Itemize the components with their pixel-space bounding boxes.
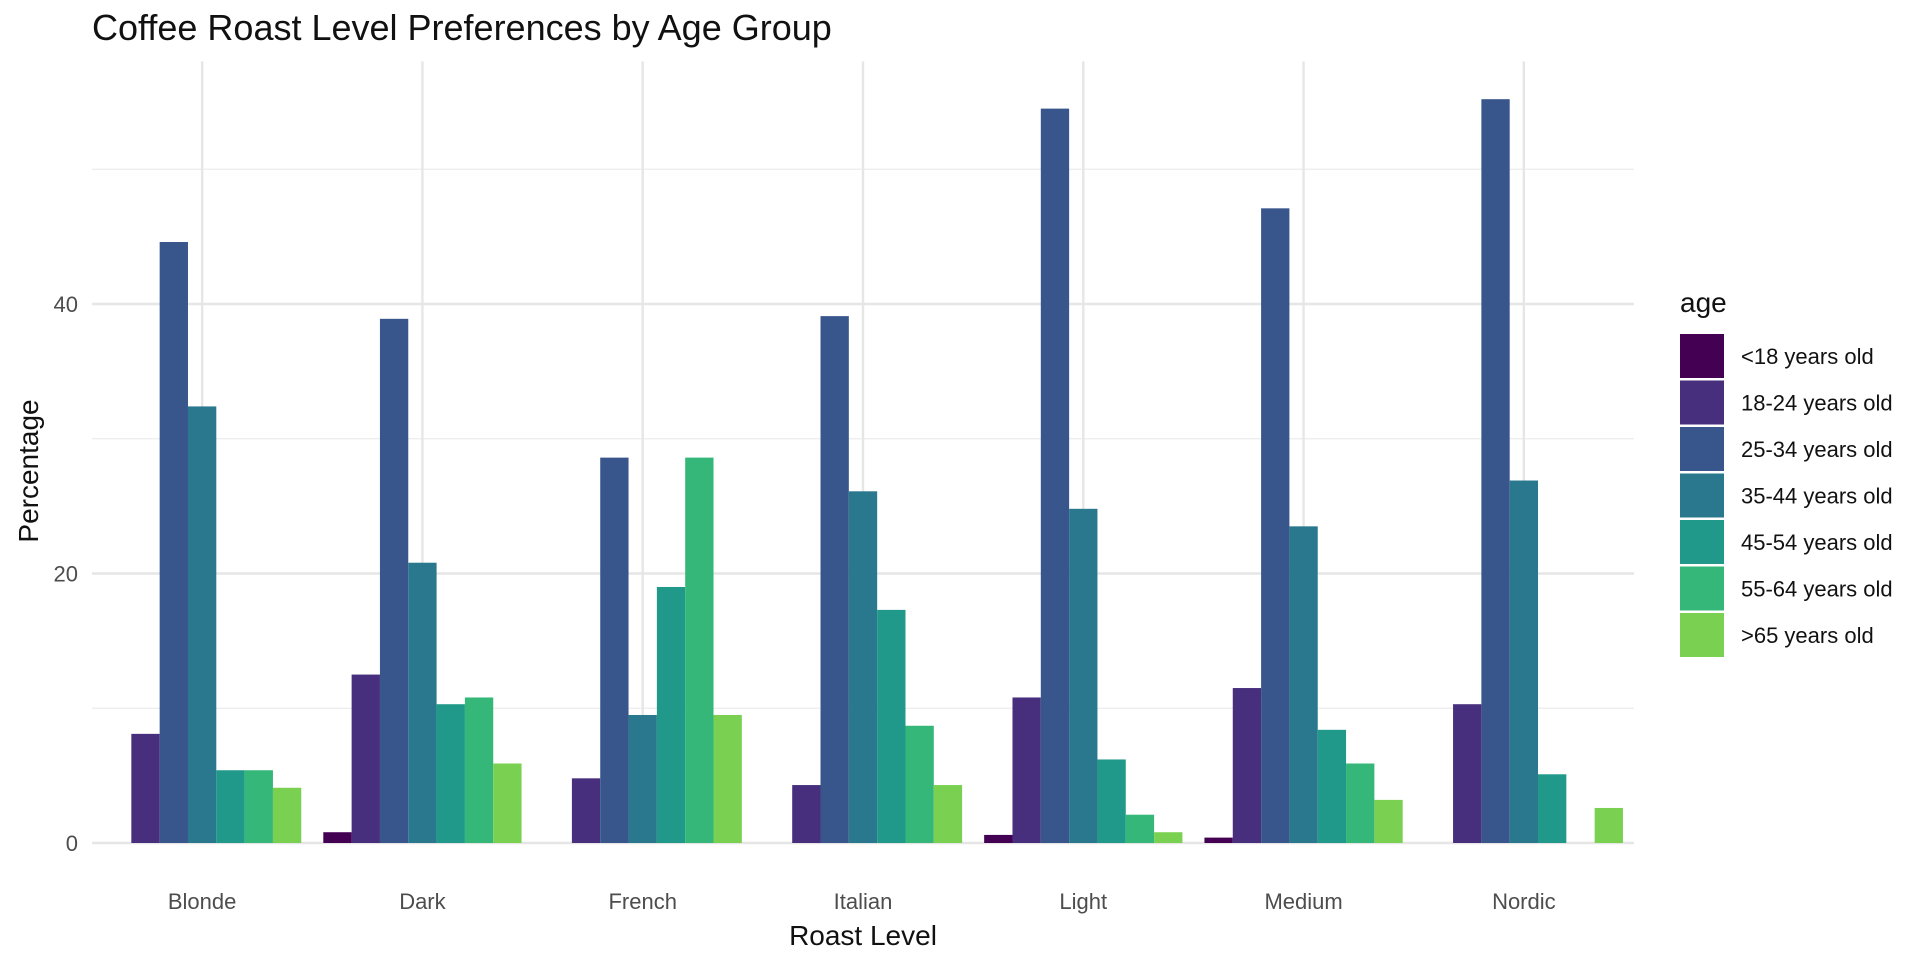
y-axis-ticks: 0 20 40 [54,292,78,856]
legend-key [1680,473,1724,518]
x-tick-label: French [608,889,676,914]
bar [1509,480,1539,843]
legend-key [1680,380,1724,425]
legend-label: 35-44 years old [1741,484,1893,509]
legend-label: >65 years old [1741,623,1874,648]
bar [436,704,465,843]
bar [216,770,245,843]
x-tick-label: Dark [399,889,446,914]
bar [1594,807,1623,843]
bar [1317,729,1347,843]
bar [159,242,188,843]
bar [1481,99,1510,844]
legend-key [1680,520,1724,564]
bar [1289,526,1318,843]
legend-label: 18-24 years old [1741,391,1893,416]
legend-label: 25-34 years old [1741,437,1893,462]
bar [933,785,963,843]
bar [713,714,742,843]
bar [1069,508,1098,843]
bar [1204,837,1233,843]
bar [1154,832,1183,843]
legend-key [1680,566,1724,611]
y-tick-label: 20 [54,562,78,587]
y-tick-label: 40 [54,292,78,317]
bar [1538,774,1567,843]
bar [792,785,821,843]
bar [984,834,1013,843]
x-tick-label: Medium [1264,889,1342,914]
bars [131,99,1623,844]
bar [1374,799,1403,843]
bar [656,586,686,843]
bar [351,674,380,843]
legend-key [1680,613,1724,657]
bar [379,318,409,843]
legend-label: <18 years old [1741,344,1874,369]
legend-items: <18 years old 18-24 years old 25-34 years … [1680,334,1893,657]
bar [628,714,657,843]
chart-title: Coffee Roast Level Preferences by Age Gr… [92,7,832,48]
legend-label: 55-64 years old [1741,577,1893,602]
x-axis-ticks: Blonde Dark French Italian Light Medium Nordic [168,889,1556,914]
bar [600,457,629,843]
legend-title: age [1680,287,1727,318]
bar [464,697,494,843]
legend-key [1680,427,1724,471]
x-tick-label: Nordic [1492,889,1556,914]
bar [1012,697,1041,843]
x-tick-label: Italian [834,889,893,914]
legend: age <18 years old 18-24 years old 25-34 ye… [1680,287,1893,657]
legend-key [1680,334,1724,378]
bar [323,832,352,843]
bar [244,770,273,843]
bar [685,457,714,843]
x-tick-label: Light [1059,889,1107,914]
bar [877,609,906,843]
bar [1453,704,1482,843]
bar [1040,108,1070,844]
bar [820,316,849,843]
bar [187,406,217,843]
bar [571,778,601,843]
bar [272,787,302,843]
bar [1125,814,1155,843]
x-axis-label: Roast Level [789,920,937,951]
bar [1261,208,1290,843]
bar [493,763,522,843]
bar [848,491,878,843]
y-tick-label: 0 [66,831,78,856]
bar [1346,763,1375,843]
legend-label: 45-54 years old [1741,530,1893,555]
bar [1097,759,1126,843]
x-tick-label: Blonde [168,889,237,914]
bar [905,725,934,843]
bar [131,733,160,843]
y-axis-label: Percentage [13,399,44,542]
bar [1232,688,1262,843]
bar [408,562,437,843]
